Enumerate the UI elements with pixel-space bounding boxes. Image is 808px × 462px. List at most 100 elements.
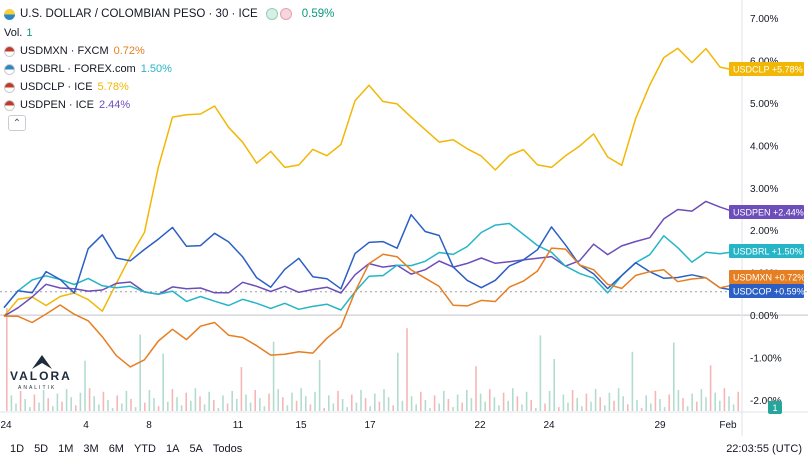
volume-bar <box>732 404 735 411</box>
legend-item[interactable]: USDMXN · FXCM 0.72% <box>4 42 334 60</box>
volume-bar <box>558 407 560 411</box>
volume-bar <box>627 404 629 411</box>
legend-symbol: USDCLP · ICE <box>20 81 93 93</box>
volume-bar <box>6 308 8 411</box>
volume-bar <box>622 396 624 411</box>
x-tick-label: 17 <box>364 420 376 431</box>
volume-bar <box>61 401 63 411</box>
volume-bar <box>374 393 376 411</box>
volume-bar <box>240 367 243 411</box>
x-tick-label: 11 <box>233 420 244 431</box>
x-tick-label: 8 <box>146 420 152 431</box>
volume-bar <box>171 389 174 411</box>
volume-bar <box>328 395 330 411</box>
volume-bar <box>254 390 256 411</box>
volume-bar <box>199 396 201 411</box>
volume-bar <box>429 408 431 411</box>
volume-bar <box>282 397 284 411</box>
volume-bar <box>502 392 505 411</box>
volume-bar <box>673 342 675 411</box>
volume-bar <box>406 328 408 411</box>
volume-bar <box>489 389 491 411</box>
volume-bar <box>631 351 634 411</box>
volume-bar <box>79 392 82 411</box>
volume-bar <box>286 405 289 411</box>
volume-bar <box>52 406 54 411</box>
collapse-legend-button[interactable]: ⌃ <box>8 115 26 131</box>
legend-change: 2.44% <box>98 99 131 111</box>
main-symbol-row[interactable]: U.S. DOLLAR / COLOMBIAN PESO · 30 · ICE … <box>4 4 334 24</box>
volume-bar <box>360 390 362 411</box>
legend-change: 1.50% <box>140 63 172 75</box>
volume-bar <box>456 394 459 411</box>
range-button-5a[interactable]: 5A <box>189 443 203 455</box>
volume-bar <box>346 407 348 411</box>
chart-title: U.S. DOLLAR / COLOMBIAN PESO · 30 · ICE <box>20 8 258 20</box>
volume-bar <box>714 392 716 411</box>
x-tick-label: 24 <box>0 420 12 431</box>
volume-bar <box>10 395 13 411</box>
volume-bar <box>553 359 555 411</box>
volume-bar <box>217 408 220 411</box>
series-line-usdpen <box>3 200 735 317</box>
legend-item[interactable]: USDBRL · FOREX.com 1.50% <box>4 60 334 78</box>
volume-bar <box>443 390 445 411</box>
volume-bar <box>153 398 155 411</box>
price-tag-label: USDPEN +2.44% <box>733 208 804 218</box>
volume-bar <box>15 403 17 411</box>
volume-bar <box>93 396 95 411</box>
volume-bar <box>272 341 275 411</box>
volume-bar <box>659 399 661 411</box>
volume-bar <box>263 406 266 411</box>
volume-bar <box>700 389 703 411</box>
volume-bar <box>355 402 358 411</box>
volume-bar <box>226 403 229 411</box>
volume-bar <box>617 388 620 411</box>
range-button-ytd[interactable]: YTD <box>133 443 156 455</box>
volume-bar <box>29 407 31 411</box>
volume-bar <box>378 401 381 411</box>
volume-bar <box>249 402 252 411</box>
volume-bar <box>190 400 192 411</box>
range-button-1d[interactable]: 1D <box>10 443 25 455</box>
volume-bar <box>33 394 36 411</box>
x-tick-label: 29 <box>654 420 666 431</box>
volume-bar <box>719 400 721 411</box>
range-button-3m[interactable]: 3M <box>83 443 99 455</box>
volume-bar <box>576 398 578 411</box>
range-button-1m[interactable]: 1M <box>58 443 74 455</box>
volume-bar <box>134 407 137 411</box>
legend-item[interactable]: USDCLP · ICE 5.78% <box>4 78 334 96</box>
alert-icon <box>279 8 292 20</box>
volume-bar <box>562 394 565 411</box>
volume-bar <box>351 394 353 411</box>
clock-utc[interactable]: 22:03:55 (UTC) <box>726 443 802 455</box>
volume-bar <box>686 406 689 411</box>
volume-bar <box>167 401 169 411</box>
legend-symbol: USDMXN · FXCM <box>20 45 109 57</box>
status-pill <box>265 8 292 20</box>
range-button-todos[interactable]: Todos <box>212 443 243 455</box>
logo-mark-icon <box>32 355 52 369</box>
y-tick-label: 4.00% <box>750 141 778 152</box>
flag-icon <box>4 8 15 20</box>
range-button-5d[interactable]: 5D <box>34 443 49 455</box>
volume-bar <box>723 388 726 411</box>
volume-bar <box>516 396 519 411</box>
volume-bar <box>590 401 592 411</box>
range-button-1a[interactable]: 1A <box>165 443 180 455</box>
volume-bar <box>512 388 514 411</box>
range-button-6m[interactable]: 6M <box>108 443 124 455</box>
volume-bar <box>387 397 390 411</box>
volume-bar <box>291 392 293 411</box>
volume-bar <box>493 397 496 411</box>
legend-item[interactable]: USDPEN · ICE 2.44% <box>4 96 334 114</box>
volume-bar <box>222 395 224 411</box>
volume-bar <box>650 403 652 411</box>
volume-bar <box>194 388 197 411</box>
volume-bar <box>65 389 68 411</box>
volume-bar <box>663 407 666 411</box>
volume-bar <box>397 352 399 411</box>
volume-bar <box>585 393 588 411</box>
volume-bar <box>438 403 440 411</box>
